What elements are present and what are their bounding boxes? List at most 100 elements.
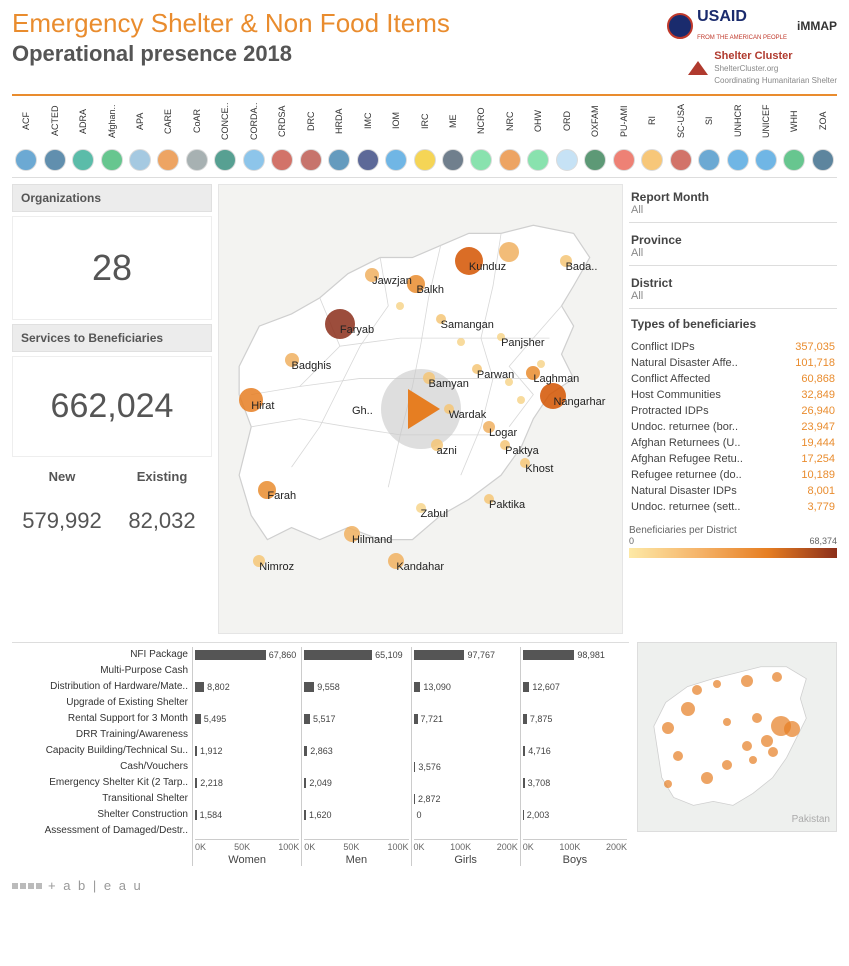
bar-row: 97,767 [414,647,518,663]
bar-row: 2,049 [304,775,408,791]
map-bubble[interactable] [517,396,525,404]
map-bubble[interactable] [423,372,435,384]
map-bubble[interactable] [239,388,263,412]
house-icon [688,61,708,75]
map-bubble[interactable] [285,353,299,367]
org-item[interactable]: CRDSA [268,100,296,171]
minimap-dot [761,735,773,747]
org-item[interactable]: DRC [297,100,325,171]
org-item[interactable]: OXFAM [581,100,609,171]
bar-row [523,727,627,743]
map-bubble[interactable] [499,242,519,262]
map-bubble[interactable] [500,440,510,450]
org-icon [727,149,749,171]
org-item[interactable]: UNICEF [752,100,780,171]
filter-province[interactable]: Province All [629,227,837,266]
map-bubble[interactable] [396,302,404,310]
bar-row [523,759,627,775]
org-item[interactable]: IRC [410,100,438,171]
minimap-dot [722,760,732,770]
org-item[interactable]: WHH [780,100,808,171]
beneficiary-row[interactable]: Undoc. returnee (sett..3,779 [629,499,837,515]
org-item[interactable]: ACTED [40,100,68,171]
map-bubble[interactable] [253,555,265,567]
map-bubble[interactable] [457,338,465,346]
org-item[interactable]: SC-USA [666,100,694,171]
bar-row [414,775,518,791]
org-item[interactable]: CoAR [183,100,211,171]
map-bubble[interactable] [520,458,530,468]
demographic-bar-chart[interactable]: NFI PackageMulti-Purpose CashDistributio… [12,642,629,866]
beneficiary-row[interactable]: Conflict Affected60,868 [629,371,837,387]
org-abbr: UNHCR [733,100,743,142]
org-icon [385,149,407,171]
filter-report-month[interactable]: Report Month All [629,184,837,223]
mini-map[interactable]: Pakistan [637,642,837,832]
bar-fill [195,682,204,692]
org-abbr: IOM [391,100,401,142]
org-item[interactable]: HRDA [325,100,353,171]
map-bubble[interactable] [365,268,379,282]
map-bubble[interactable] [344,526,360,542]
beneficiary-row[interactable]: Undoc. returnee (bor..23,947 [629,419,837,435]
map-bubble[interactable] [497,333,505,341]
org-item[interactable]: NRC [496,100,524,171]
filter-district[interactable]: District All [629,270,837,309]
map-bubble[interactable] [444,404,454,414]
bar-fill [414,762,416,772]
map-bubble[interactable] [537,360,545,368]
org-item[interactable]: CORDA.. [240,100,268,171]
main-map[interactable]: JawzjanBalkhKunduzBada..SamanganFaryabBa… [218,184,623,634]
map-bubble[interactable] [416,503,426,513]
org-icon [470,149,492,171]
org-item[interactable]: ADRA [69,100,97,171]
org-item[interactable]: APA [126,100,154,171]
org-item[interactable]: IOM [382,100,410,171]
beneficiary-row[interactable]: Conflict IDPs357,035 [629,339,837,355]
org-item[interactable]: ME [439,100,467,171]
map-bubble[interactable] [431,439,443,451]
org-item[interactable]: CARE [154,100,182,171]
beneficiary-row[interactable]: Host Communities32,849 [629,387,837,403]
bar-row [195,759,299,775]
bar-fill [304,714,310,724]
beneficiary-row[interactable]: Protracted IDPs26,940 [629,403,837,419]
map-bubble[interactable] [407,275,425,293]
map-bubble[interactable] [388,553,404,569]
bar-category-label: Rental Support for 3 Month [12,711,192,727]
map-bubble[interactable] [505,378,513,386]
org-item[interactable]: RI [638,100,666,171]
org-item[interactable]: ZOA [809,100,837,171]
org-item[interactable]: OHW [524,100,552,171]
org-item[interactable]: SI [695,100,723,171]
org-item[interactable]: UNHCR [723,100,751,171]
bar-group-label: Girls [414,852,518,866]
map-bubble[interactable] [455,247,483,275]
org-item[interactable]: PU-AMI [610,100,638,171]
org-item[interactable]: CONCE.. [211,100,239,171]
map-bubble[interactable] [258,481,276,499]
bar-category-label: NFI Package [12,647,192,663]
map-bubble[interactable] [526,366,540,380]
map-bubble[interactable] [540,383,566,409]
beneficiary-row[interactable]: Natural Disaster IDPs8,001 [629,483,837,499]
org-item[interactable]: NCRO [467,100,495,171]
map-bubble[interactable] [560,255,572,267]
map-bubble[interactable] [436,314,446,324]
bar-category-label: Shelter Construction [12,807,192,823]
map-bubble[interactable] [472,364,482,374]
org-item[interactable]: IMC [353,100,381,171]
beneficiary-row[interactable]: Afghan Returnees (U..19,444 [629,435,837,451]
map-bubble[interactable] [483,421,495,433]
map-bubble[interactable] [484,494,494,504]
org-item[interactable]: Afghan.. [97,100,125,171]
new-label: New [16,469,108,484]
bar-row [523,695,627,711]
beneficiary-row[interactable]: Refugee returnee (do..10,189 [629,467,837,483]
beneficiary-row[interactable]: Natural Disaster Affe..101,718 [629,355,837,371]
map-bubble[interactable] [325,309,355,339]
org-item[interactable]: ACF [12,100,40,171]
beneficiary-row[interactable]: Afghan Refugee Retu..17,254 [629,451,837,467]
org-item[interactable]: ORD [553,100,581,171]
bar-row [304,695,408,711]
